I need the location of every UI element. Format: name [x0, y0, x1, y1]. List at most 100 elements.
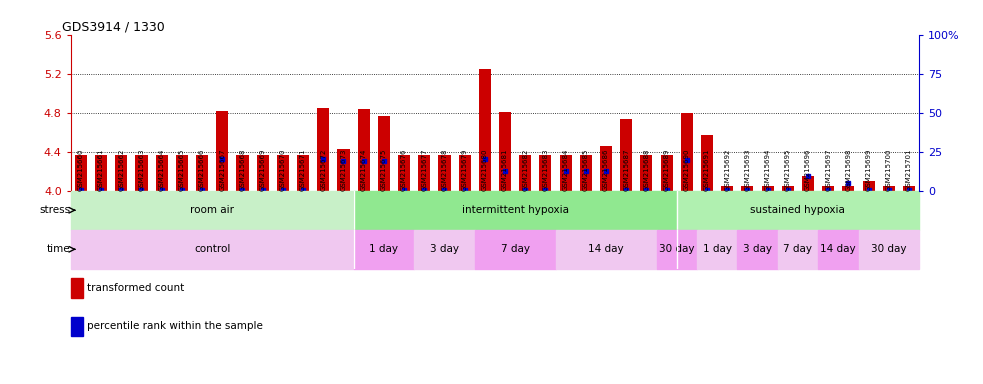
Text: GSM215678: GSM215678: [441, 148, 447, 191]
Bar: [499, 112, 511, 191]
Bar: [414, 230, 475, 269]
Text: GSM215668: GSM215668: [240, 148, 246, 191]
Text: GSM215669: GSM215669: [260, 148, 265, 191]
Text: 7 day: 7 day: [500, 244, 530, 254]
Bar: [722, 186, 733, 191]
Text: GSM215701: GSM215701: [906, 148, 912, 191]
Text: GSM215688: GSM215688: [644, 148, 650, 191]
Bar: [903, 186, 915, 191]
Bar: [337, 149, 350, 191]
Bar: [459, 155, 471, 191]
Text: GSM215667: GSM215667: [219, 148, 225, 191]
Text: GSM215686: GSM215686: [603, 148, 609, 191]
Bar: [438, 155, 450, 191]
Text: GSM215700: GSM215700: [886, 148, 892, 191]
Text: percentile rank within the sample: percentile rank within the sample: [87, 321, 262, 331]
Bar: [661, 155, 672, 191]
Text: intermittent hypoxia: intermittent hypoxia: [462, 205, 568, 215]
Bar: [71, 191, 354, 230]
Bar: [559, 155, 572, 191]
Text: GSM215670: GSM215670: [280, 148, 286, 191]
Text: 14 day: 14 day: [588, 244, 624, 254]
Bar: [762, 186, 774, 191]
Bar: [354, 191, 676, 230]
Bar: [741, 186, 754, 191]
Text: GSM215673: GSM215673: [340, 148, 346, 191]
Text: GSM215660: GSM215660: [78, 148, 84, 191]
Bar: [802, 176, 814, 191]
Text: 1 day: 1 day: [370, 244, 398, 254]
Bar: [701, 135, 713, 191]
Text: GDS3914 / 1330: GDS3914 / 1330: [62, 20, 165, 33]
Bar: [620, 119, 632, 191]
Text: GSM215695: GSM215695: [784, 148, 790, 191]
Bar: [297, 155, 309, 191]
Bar: [318, 108, 329, 191]
Bar: [115, 155, 128, 191]
Bar: [398, 155, 410, 191]
Text: room air: room air: [190, 205, 234, 215]
Bar: [580, 155, 592, 191]
Text: GSM215694: GSM215694: [765, 148, 771, 191]
Text: GSM215696: GSM215696: [805, 148, 811, 191]
Text: GSM215666: GSM215666: [200, 148, 205, 191]
Bar: [555, 230, 657, 269]
Bar: [778, 230, 818, 269]
Bar: [75, 155, 87, 191]
Bar: [697, 230, 737, 269]
Text: 3 day: 3 day: [430, 244, 459, 254]
Text: 7 day: 7 day: [783, 244, 812, 254]
Text: GSM215692: GSM215692: [724, 148, 730, 191]
Text: GSM215680: GSM215680: [482, 148, 488, 191]
Text: GSM215679: GSM215679: [462, 148, 468, 191]
Bar: [277, 155, 289, 191]
Text: GSM215665: GSM215665: [179, 148, 185, 191]
Text: 14 day: 14 day: [821, 244, 856, 254]
Text: GSM215689: GSM215689: [664, 148, 669, 191]
Bar: [822, 186, 835, 191]
Bar: [842, 186, 854, 191]
Text: GSM215671: GSM215671: [300, 148, 306, 191]
Text: GSM215685: GSM215685: [583, 148, 589, 191]
Text: transformed count: transformed count: [87, 283, 184, 293]
Bar: [862, 181, 875, 191]
Text: GSM215672: GSM215672: [320, 148, 326, 191]
Bar: [676, 191, 919, 230]
Text: GSM215662: GSM215662: [118, 148, 124, 191]
Bar: [640, 155, 653, 191]
Text: GSM215676: GSM215676: [401, 148, 407, 191]
Text: 1 day: 1 day: [703, 244, 731, 254]
Bar: [681, 113, 693, 191]
Bar: [358, 109, 370, 191]
Bar: [781, 186, 794, 191]
Bar: [136, 155, 147, 191]
Text: GSM215674: GSM215674: [361, 148, 367, 191]
Text: GSM215698: GSM215698: [845, 148, 851, 191]
Text: GSM215691: GSM215691: [704, 148, 710, 191]
Bar: [176, 155, 188, 191]
Bar: [600, 146, 612, 191]
Text: control: control: [194, 244, 230, 254]
Bar: [257, 155, 268, 191]
Text: GSM215693: GSM215693: [744, 148, 750, 191]
Bar: [196, 155, 208, 191]
Bar: [95, 155, 107, 191]
Bar: [354, 230, 414, 269]
Bar: [418, 155, 431, 191]
Text: GSM215675: GSM215675: [380, 148, 387, 191]
Text: GSM215663: GSM215663: [139, 148, 145, 191]
Text: GSM215683: GSM215683: [543, 148, 549, 191]
Text: 30 day: 30 day: [871, 244, 906, 254]
Bar: [236, 155, 249, 191]
Bar: [657, 230, 697, 269]
Text: GSM215661: GSM215661: [98, 148, 104, 191]
Bar: [883, 186, 895, 191]
Text: GSM215684: GSM215684: [562, 148, 568, 191]
Text: 3 day: 3 day: [743, 244, 772, 254]
Text: GSM215697: GSM215697: [825, 148, 832, 191]
Text: GSM215682: GSM215682: [522, 148, 528, 191]
Text: GSM215699: GSM215699: [866, 148, 872, 191]
Text: GSM215681: GSM215681: [502, 148, 508, 191]
Text: stress: stress: [39, 205, 71, 215]
Text: GSM215690: GSM215690: [684, 148, 690, 191]
